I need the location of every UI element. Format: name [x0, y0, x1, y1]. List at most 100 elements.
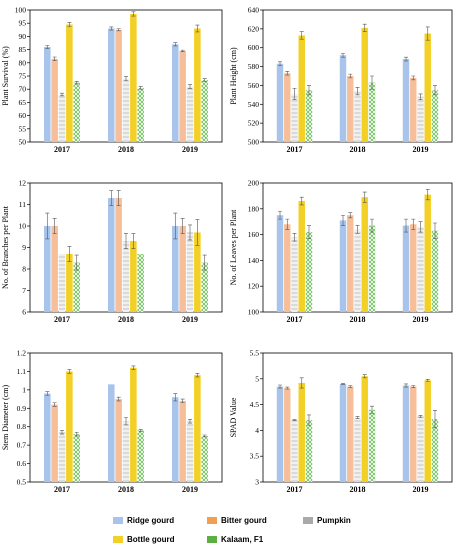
y-tick-label: 180	[248, 204, 260, 213]
error-bar-bottle-gourd-2019	[195, 219, 200, 246]
error-bar-ridge-gourd-2018	[341, 53, 346, 58]
y-axis-label: Stem Diameter (cm)	[1, 385, 10, 451]
x-tick-label: 2017	[54, 485, 70, 494]
legend-item-bitter-gourd: Bitter gourd	[207, 516, 267, 525]
ridge-gourd-swatch	[113, 517, 123, 524]
error-bar-bottle-gourd-2017	[299, 196, 304, 206]
error-bar-kalaam-f1-2017	[306, 225, 311, 239]
error-bar-pumpkin-2017	[60, 92, 64, 97]
bar-pumpkin-2018	[354, 91, 361, 142]
error-bar-kalaam-f1-2017	[74, 254, 79, 271]
error-bar-ridge-gourd-2017	[278, 384, 283, 389]
error-bar-ridge-gourd-2017	[45, 212, 50, 240]
y-tick-label: 50	[19, 138, 27, 147]
bar-pumpkin-2017	[291, 93, 298, 142]
bar-kalaam-f1-2017	[305, 232, 313, 312]
error-bar-ridge-gourd-2018	[109, 26, 114, 31]
y-tick-label: 10	[19, 222, 27, 231]
bar-kalaam-f1-2017	[73, 82, 80, 142]
y-tick-label: 80	[19, 58, 27, 67]
x-tick-label: 2019	[413, 145, 429, 154]
legend: Ridge gourd Bitter gourd Pumpkin Bottle …	[0, 510, 457, 550]
bar-bitter-gourd-2019	[410, 77, 417, 142]
error-bar-bottle-gourd-2018	[131, 233, 136, 249]
bar-ridge-gourd-2018	[339, 55, 347, 142]
bar-pumpkin-2019	[186, 421, 194, 482]
error-bar-pumpkin-2017	[292, 233, 297, 242]
error-bar-bottle-gourd-2018	[362, 374, 367, 379]
error-bar-kalaam-f1-2017	[306, 414, 311, 426]
error-bar-bottle-gourd-2018	[362, 191, 367, 203]
x-tick-label: 2018	[350, 145, 366, 154]
error-bar-kalaam-f1-2019	[202, 78, 207, 82]
bar-pumpkin-2017	[58, 94, 66, 142]
y-tick-label: 0.9	[17, 404, 27, 413]
bar-bitter-gourd-2019	[410, 386, 417, 482]
error-bar-bottle-gourd-2019	[425, 26, 430, 41]
bar-pumpkin-2018	[354, 229, 361, 312]
error-bar-bitter-gourd-2017	[52, 56, 57, 61]
bar-kalaam-f1-2018	[368, 82, 376, 142]
error-bar-pumpkin-2018	[355, 416, 360, 419]
bar-bitter-gourd-2018	[115, 198, 122, 312]
error-bar-pumpkin-2018	[124, 76, 128, 82]
y-tick-label: 12	[19, 179, 27, 188]
y-tick-label: 120	[248, 282, 260, 291]
x-tick-label: 2019	[182, 145, 198, 154]
bar-bitter-gourd-2017	[284, 224, 291, 312]
y-tick-label: 140	[248, 256, 260, 265]
bar-pumpkin-2019	[186, 232, 194, 312]
bar-bottle-gourd-2018	[361, 27, 368, 143]
y-tick-label: 600	[248, 43, 260, 52]
x-tick-label: 2017	[287, 315, 303, 324]
bar-bottle-gourd-2019	[424, 380, 431, 482]
bar-ridge-gourd-2019	[402, 225, 410, 312]
y-axis-label: No. of Leaves per Plant	[229, 209, 238, 286]
bar-ridge-gourd-2017	[276, 386, 284, 482]
bar-bitter-gourd-2018	[115, 399, 122, 482]
y-tick-label: 6	[22, 308, 26, 317]
bar-kalaam-f1-2019	[431, 230, 439, 312]
bar-kalaam-f1-2018	[137, 430, 144, 482]
bar-kalaam-f1-2017	[73, 434, 80, 482]
y-tick-label: 9	[22, 243, 26, 252]
error-bar-pumpkin-2018	[355, 225, 360, 234]
y-tick-label: 1	[22, 385, 26, 394]
y-tick-label: 5	[255, 374, 259, 383]
legend-item-pumpkin: Pumpkin	[303, 516, 351, 525]
bar-ridge-gourd-2019	[172, 397, 179, 482]
y-tick-label: 500	[248, 138, 260, 147]
y-tick-label: 7	[22, 286, 26, 295]
bar-ridge-gourd-2019	[172, 44, 179, 142]
x-tick-label: 2018	[350, 485, 366, 494]
bar-bottle-gourd-2017	[66, 253, 73, 312]
error-bar-bitter-gourd-2017	[52, 402, 57, 407]
bar-ridge-gourd-2018	[108, 384, 115, 482]
bar-kalaam-f1-2019	[431, 419, 439, 482]
error-bar-kalaam-f1-2018	[138, 429, 143, 432]
bar-ridge-gourd-2018	[339, 383, 347, 482]
error-bar-kalaam-f1-2017	[74, 80, 79, 85]
bar-ridge-gourd-2017	[44, 393, 51, 482]
bar-bottle-gourd-2017	[66, 371, 73, 482]
error-bar-bottle-gourd-2017	[299, 31, 304, 40]
legend-item-ridge-gourd: Ridge gourd	[113, 516, 174, 525]
error-bar-bottle-gourd-2018	[131, 11, 136, 17]
x-tick-label: 2019	[413, 485, 429, 494]
bar-ridge-gourd-2019	[402, 59, 410, 142]
x-tick-label: 2018	[118, 145, 134, 154]
y-tick-label: 0.7	[17, 441, 27, 450]
error-bar-ridge-gourd-2019	[173, 393, 178, 402]
error-bar-pumpkin-2019	[188, 84, 192, 89]
y-tick-label: 11	[19, 200, 26, 209]
y-tick-label: 70	[19, 85, 27, 94]
error-bar-pumpkin-2018	[124, 417, 128, 426]
y-tick-label: 200	[248, 179, 260, 188]
error-bar-pumpkin-2019	[418, 415, 423, 418]
bar-pumpkin-2019	[186, 86, 194, 142]
bar-pumpkin-2018	[354, 417, 361, 482]
error-bar-bottle-gourd-2017	[67, 246, 72, 262]
x-tick-label: 2019	[182, 485, 198, 494]
y-axis-label: No. of Branches per Plant	[1, 205, 10, 289]
